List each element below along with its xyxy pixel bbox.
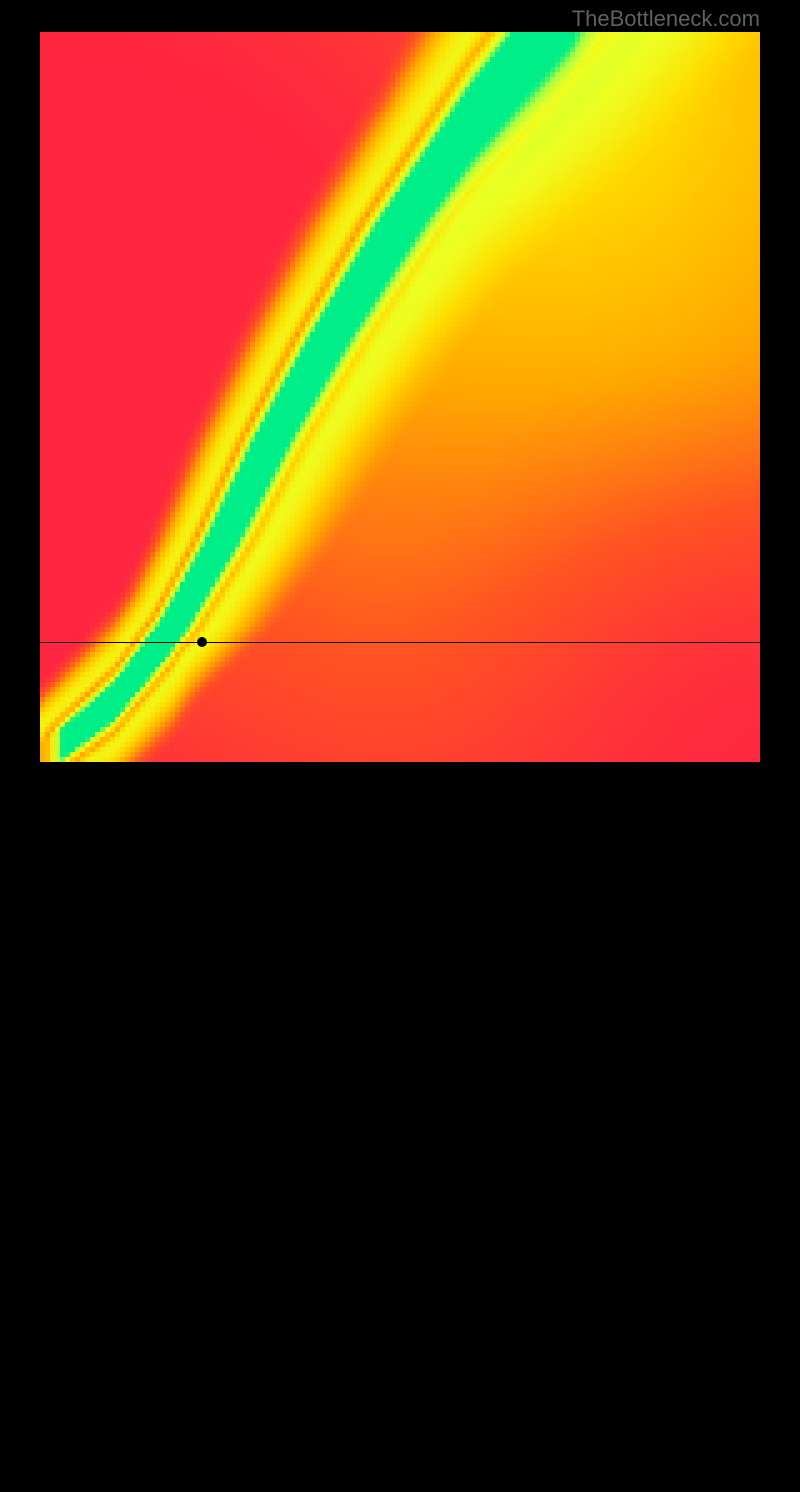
watermark-text: TheBottleneck.com bbox=[572, 6, 760, 32]
crosshair-vertical bbox=[202, 762, 203, 1492]
bottleneck-heatmap bbox=[40, 32, 760, 762]
crosshair-horizontal bbox=[40, 642, 760, 643]
crosshair-marker bbox=[197, 637, 207, 647]
heatmap-canvas bbox=[40, 32, 760, 762]
